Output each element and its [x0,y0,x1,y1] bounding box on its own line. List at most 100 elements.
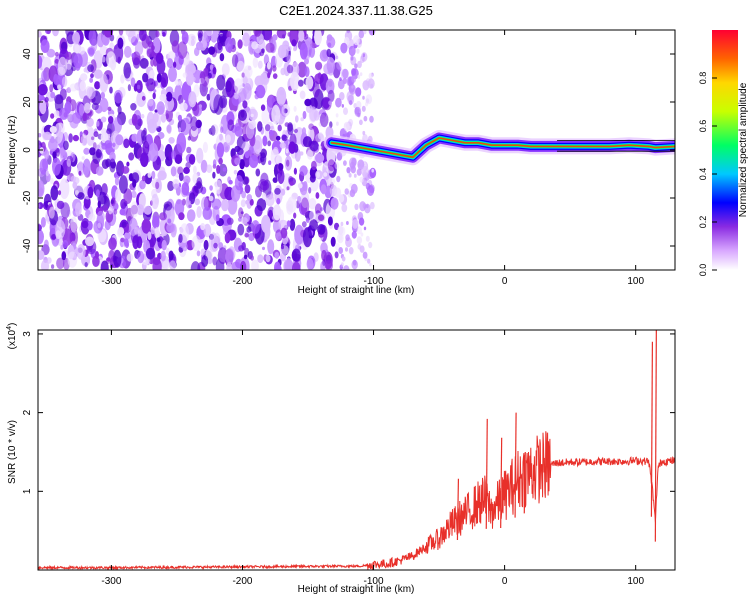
noise-blob [115,188,122,202]
noise-blob [301,221,307,228]
scale-note-base: (x10 [7,329,18,349]
noise-blob [91,136,95,141]
noise-blob [174,79,182,86]
noise-blob [143,205,152,215]
snr-spike [500,437,503,528]
noise-blob [178,127,182,133]
noise-blob [257,60,263,69]
scale-note-close: ) [7,323,18,326]
noise-blob [255,84,266,99]
noise-blob [97,200,102,208]
noise-blob [62,240,69,249]
noise-blob [203,223,212,238]
noise-blob [231,54,239,68]
noise-blob [202,141,208,153]
noise-blob [50,177,54,185]
noise-blob [289,218,296,231]
noise-blob [147,231,152,240]
noise-blob [334,251,339,259]
noise-blob [131,53,135,58]
noise-blob [121,166,130,174]
noise-blob [132,235,139,250]
noise-blob [323,63,333,75]
noise-blob [277,168,285,184]
chart-title: C2E1.2024.337.11.38.G25 [279,3,433,18]
noise-blob [190,38,195,47]
noise-blob [343,160,347,166]
noise-blob [234,157,241,166]
noise-blob [265,194,275,207]
noise-blob [80,133,87,146]
noise-blob [218,157,223,165]
noise-blob [152,215,160,229]
noise-blob [74,43,80,54]
noise-blob [88,47,95,57]
noise-blob [54,51,59,57]
noise-blob [346,221,349,225]
noise-blob [262,135,268,147]
noise-blob [287,123,294,136]
noise-blob [101,56,106,63]
noise-blob [48,138,58,151]
noise-blob [304,66,310,78]
noise-blob [224,232,231,244]
noise-blob [142,140,150,156]
noise-blob [257,121,263,132]
noise-blob [141,175,146,182]
noise-blob [336,152,343,161]
colorbar-tick-label: 0.0 [698,264,708,277]
noise-blob [314,203,322,216]
noise-blob [286,220,291,227]
noise-blob [336,121,339,126]
noise-blob [277,124,282,132]
noise-blob [196,206,202,218]
colorbar-tick-label: 0.6 [698,120,708,133]
noise-blob [362,95,365,100]
noise-blob [350,183,358,194]
noise-blob [137,250,145,264]
noise-blob [177,114,182,122]
noise-blob [262,246,265,251]
noise-blob [38,84,48,96]
noise-blob [299,165,308,176]
noise-blob [165,107,173,122]
noise-blob [146,78,156,92]
noise-blob [107,106,112,112]
noise-blob [203,239,209,251]
noise-blob [117,227,125,236]
noise-blob [124,45,132,58]
snr-spike [650,341,654,517]
noise-blob [260,148,267,159]
noise-blob [224,37,233,53]
noise-blob [53,110,61,119]
noise-blob [300,117,305,122]
noise-blob [43,131,52,141]
noise-blob [186,209,196,222]
noise-blob [320,184,327,195]
noise-blob [74,101,84,119]
noise-blob [52,30,59,37]
noise-blob [289,181,294,186]
noise-blob [266,61,271,70]
noise-blob [352,259,357,266]
noise-blob [369,167,377,179]
noise-blob [362,130,366,136]
noise-blob [357,74,361,80]
noise-blob [151,170,156,180]
noise-blob [200,248,206,256]
noise-blob [76,244,86,260]
noise-blob [60,245,64,250]
noise-blob [274,187,281,195]
noise-blob [353,173,357,178]
noise-blob [248,146,254,155]
noise-blob [82,158,91,177]
noise-blob [322,259,326,266]
noise-blob [131,133,139,142]
noise-blob [185,71,194,86]
noise-blob [100,260,109,270]
noise-blob [304,58,309,65]
noise-blob [206,164,213,173]
noise-blob [55,230,62,240]
noise-blob [244,233,249,238]
